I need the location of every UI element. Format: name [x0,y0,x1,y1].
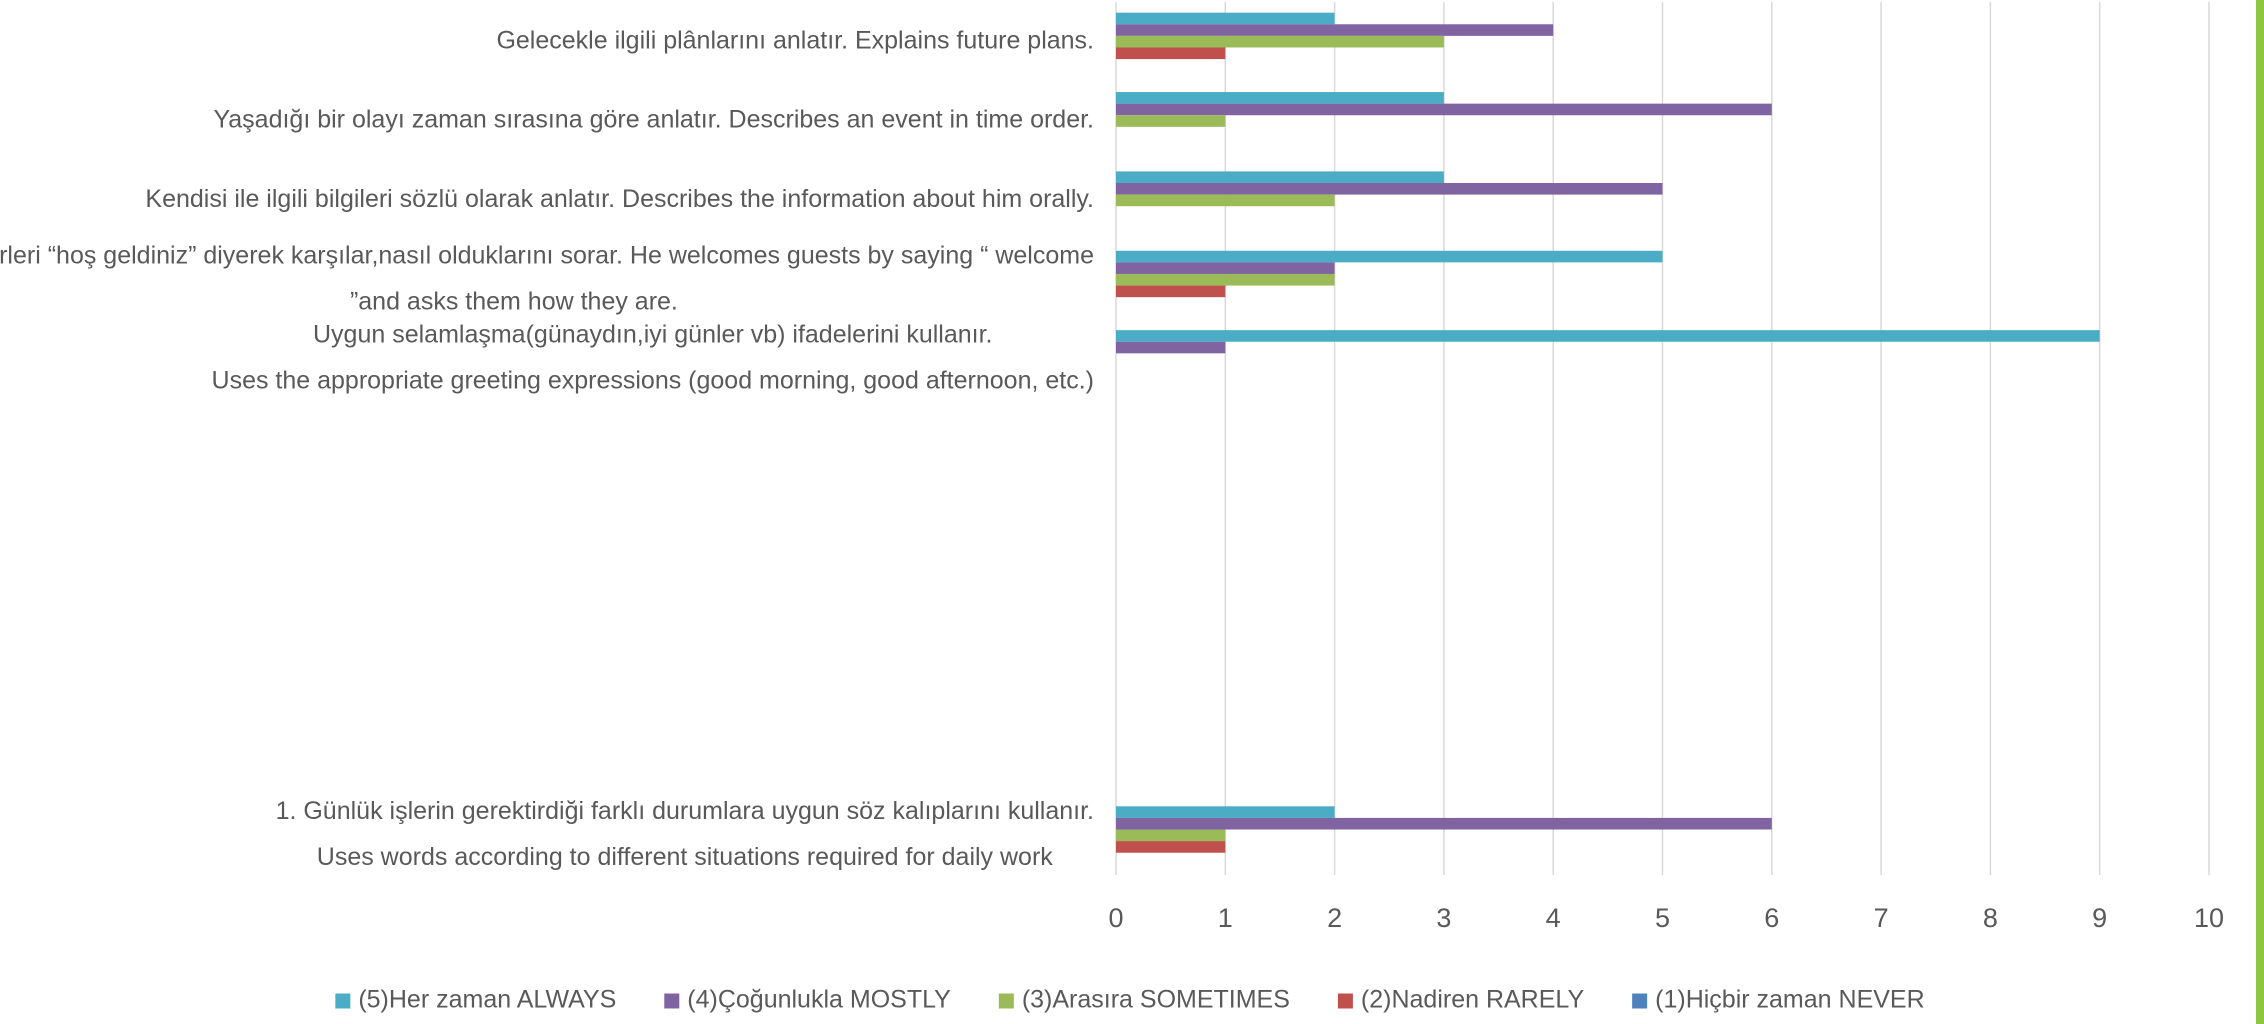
bar [1116,841,1226,853]
bar [1116,194,1335,207]
legend-swatch [1632,993,1648,1009]
bar [1116,262,1335,274]
category-label: Misafirleri “hoş geldiniz” diyerek karşı… [0,241,1094,269]
bar [1116,341,1226,354]
x-tick-label: 5 [1655,903,1670,933]
x-tick-label: 1 [1218,903,1233,933]
x-tick-label: 8 [1983,903,1998,933]
category-label: Uses words according to different situat… [317,843,1053,871]
bar [1116,817,1772,830]
legend-label: (5)Her zaman ALWAYS [358,986,616,1014]
bar [1116,829,1226,842]
bar [1116,115,1226,127]
legend-swatch [1337,993,1353,1009]
category-label: ”and asks them how they are. [350,287,678,315]
bar [1116,103,1772,116]
x-tick-label: 10 [2194,903,2224,933]
slide-accent [2256,0,2264,1024]
x-tick-label: 4 [1546,903,1561,933]
legend-swatch [335,993,351,1009]
legend-label: (3)Arasıra SOMETIMES [1022,986,1290,1014]
bar [1116,330,2100,342]
legend-swatch [664,993,680,1009]
category-label: Uygun selamlaşma(günaydın,iyi günler vb)… [313,321,993,349]
category-label: Yaşadığı bir olayı zaman sırasına göre a… [213,106,1094,134]
x-tick-label: 9 [2092,903,2107,933]
x-tick-label: 6 [1764,903,1779,933]
category-label: 1. Günlük işlerin gerektirdiği farklı du… [276,797,1094,825]
x-tick-label: 2 [1327,903,1342,933]
bar [1116,171,1444,184]
legend-swatch [998,993,1014,1009]
x-tick-label: 3 [1436,903,1451,933]
legend-label: (2)Nadiren RARELY [1361,986,1585,1014]
x-tick-label: 0 [1108,903,1123,933]
bar [1116,92,1444,104]
category-label: Uses the appropriate greeting expression… [212,367,1094,395]
bar [1116,806,1335,818]
bar [1116,47,1226,60]
bar [1116,285,1226,298]
legend-label: (4)Çoğunlukla MOSTLY [687,986,951,1014]
category-label: Kendisi ile ilgili bilgileri sözlü olara… [145,185,1094,213]
bar [1116,35,1444,48]
category-label: Gelecekle ilgili plânlarını anlatır. Exp… [496,26,1094,54]
bar [1116,183,1663,195]
legend-label: (1)Hiçbir zaman NEVER [1655,986,1925,1014]
bar [1116,12,1335,25]
bar [1116,24,1554,36]
bar [1116,250,1663,263]
bar [1116,273,1335,286]
x-tick-label: 7 [1874,903,1889,933]
